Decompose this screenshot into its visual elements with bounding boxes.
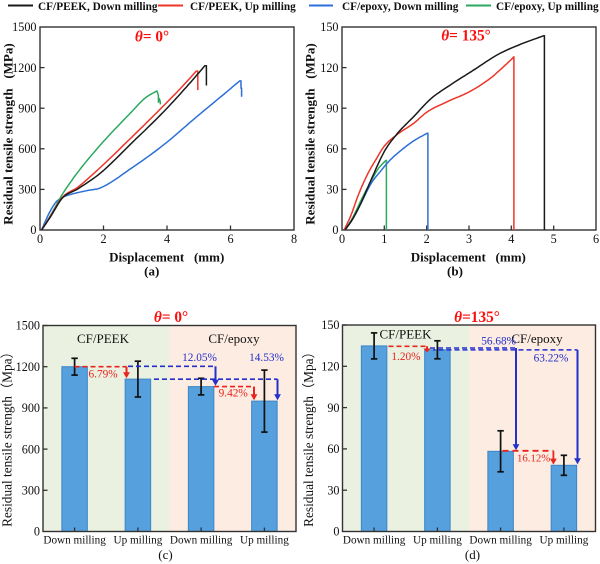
- svg-text:300: 300: [22, 484, 40, 498]
- svg-text:3: 3: [466, 232, 472, 246]
- svg-text:150: 150: [321, 318, 339, 332]
- svg-text:300: 300: [18, 183, 36, 197]
- svg-text:θ=135°: θ=135°: [454, 309, 500, 326]
- svg-text:CF/PEEK, Up milling: CF/PEEK, Up milling: [190, 1, 296, 13]
- svg-text:900: 900: [18, 101, 36, 115]
- svg-text:Down milling: Down milling: [469, 535, 532, 547]
- svg-text:CF/epoxy, Down milling: CF/epoxy, Down milling: [342, 1, 459, 13]
- svg-text:θ= 0°: θ= 0°: [154, 309, 188, 326]
- svg-text:(a): (a): [144, 264, 159, 279]
- svg-text:4: 4: [508, 232, 514, 246]
- svg-text:8: 8: [291, 232, 297, 246]
- svg-text:(d): (d): [465, 547, 480, 562]
- svg-text:63.22%: 63.22%: [534, 353, 569, 365]
- svg-text:Up milling: Up milling: [540, 535, 589, 547]
- svg-text:0: 0: [30, 223, 36, 237]
- svg-text:0: 0: [339, 232, 345, 246]
- svg-text:90: 90: [327, 401, 339, 415]
- svg-text:1500: 1500: [12, 20, 36, 34]
- svg-text:Residual tensile strength（Mpa）: Residual tensile strength（Mpa）: [301, 345, 316, 527]
- svg-text:90: 90: [326, 101, 338, 115]
- svg-text:1.20%: 1.20%: [391, 351, 421, 363]
- svg-text:CF/epoxy: CF/epoxy: [511, 331, 563, 346]
- svg-text:Down milling: Down milling: [170, 535, 233, 547]
- svg-text:1: 1: [381, 232, 387, 246]
- svg-text:0: 0: [34, 525, 40, 539]
- svg-text:0: 0: [332, 223, 338, 237]
- svg-text:CF/PEEK: CF/PEEK: [379, 327, 432, 342]
- svg-text:Residual tensile strength（Mpa）: Residual tensile strength（Mpa）: [0, 345, 15, 527]
- svg-text:30: 30: [327, 483, 339, 497]
- svg-text:Displacement (mm): Displacement (mm): [411, 250, 526, 265]
- svg-text:9.42%: 9.42%: [219, 388, 249, 400]
- svg-text:120: 120: [321, 360, 339, 374]
- svg-text:2: 2: [424, 232, 430, 246]
- svg-text:0: 0: [37, 232, 43, 246]
- svg-text:12.05%: 12.05%: [182, 352, 217, 364]
- svg-text:CF/PEEK, Down milling: CF/PEEK, Down milling: [38, 1, 158, 13]
- svg-text:Down milling: Down milling: [43, 535, 106, 547]
- svg-text:6: 6: [227, 232, 233, 246]
- svg-text:1500: 1500: [16, 319, 40, 333]
- svg-text:4: 4: [164, 232, 170, 246]
- svg-text:1200: 1200: [12, 61, 36, 75]
- svg-text:Residual tensile strength (MP: Residual tensile strength (MPa): [303, 43, 318, 224]
- svg-text:600: 600: [22, 442, 40, 456]
- svg-text:120: 120: [320, 61, 338, 75]
- svg-text:Up milling: Up milling: [240, 535, 289, 547]
- svg-text:Up milling: Up milling: [114, 535, 163, 547]
- svg-text:56.68%: 56.68%: [481, 336, 516, 348]
- svg-text:Down milling: Down milling: [343, 535, 406, 547]
- svg-text:Residual tensile strength (MP: Residual tensile strength (MPa): [1, 43, 16, 224]
- svg-text:600: 600: [18, 142, 36, 156]
- svg-text:2: 2: [100, 232, 106, 246]
- svg-text:60: 60: [327, 442, 339, 456]
- svg-text:θ= 135°: θ= 135°: [441, 28, 491, 45]
- svg-text:60: 60: [326, 142, 338, 156]
- svg-text:150: 150: [320, 20, 338, 34]
- svg-text:6: 6: [593, 232, 599, 246]
- svg-text:Up milling: Up milling: [413, 535, 462, 547]
- svg-text:30: 30: [326, 183, 338, 197]
- svg-text:CF/epoxy, Up milling: CF/epoxy, Up milling: [496, 1, 599, 13]
- svg-text:CF/epoxy: CF/epoxy: [208, 331, 260, 346]
- svg-text:6.79%: 6.79%: [89, 369, 119, 381]
- svg-text:Displacement (mm): Displacement (mm): [109, 250, 224, 265]
- svg-text:(c): (c): [158, 547, 172, 562]
- svg-text:0: 0: [333, 525, 339, 539]
- svg-text:14.53%: 14.53%: [249, 352, 284, 364]
- svg-text:CF/PEEK: CF/PEEK: [77, 331, 130, 346]
- svg-text:1200: 1200: [16, 360, 40, 374]
- svg-text:5: 5: [551, 232, 557, 246]
- svg-text:16.12%: 16.12%: [517, 453, 550, 465]
- svg-text:(b): (b): [447, 264, 463, 279]
- svg-text:900: 900: [22, 401, 40, 415]
- svg-text:θ= 0°: θ= 0°: [135, 29, 169, 46]
